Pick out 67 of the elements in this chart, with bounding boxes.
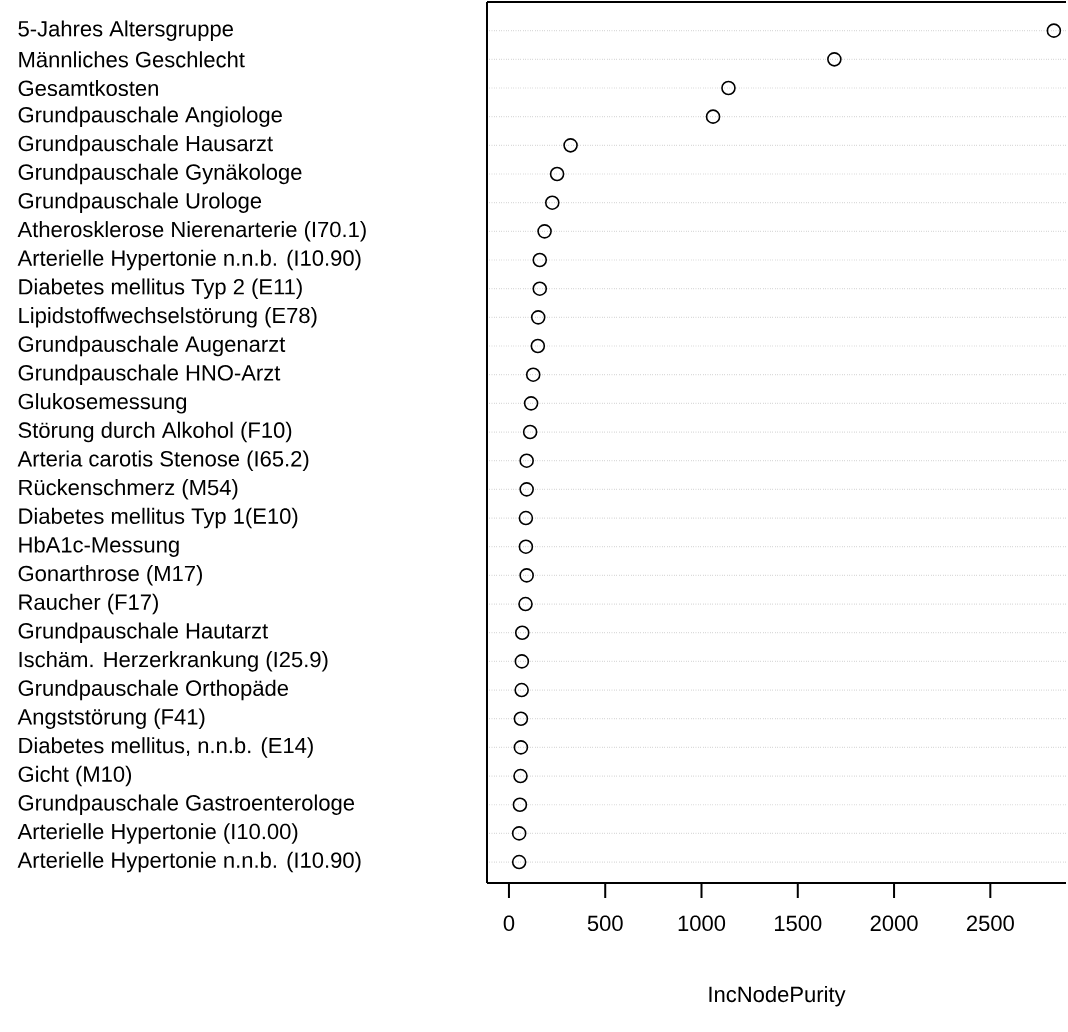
y-tick-label: Grundpauschale Augenarzt <box>18 335 286 357</box>
point <box>532 281 548 296</box>
point <box>512 797 528 813</box>
point <box>827 52 842 67</box>
y-tick-label: Grundpauschale Orthopäde <box>18 679 289 701</box>
point <box>514 682 529 698</box>
point <box>549 166 565 182</box>
point <box>523 396 539 411</box>
point <box>705 109 721 124</box>
y-tick-label: Arterielle Hypertonie (I10.00) <box>17 823 298 844</box>
y-tick-label: HbA1c-Messung <box>19 536 179 557</box>
point <box>514 625 530 641</box>
point <box>1046 23 1062 38</box>
y-tick-label: Grundpauschale Angiologe <box>18 106 282 127</box>
y-tick-label: Diabetes mellitus Typ 1(E10) <box>19 507 298 529</box>
y-tick-label: Gicht (M10) <box>18 765 132 787</box>
y-tick-label: Gesamtkosten <box>18 79 158 97</box>
y-tick-label: Diabetes mellitus, n.n.b. (E14) <box>19 737 313 758</box>
point <box>514 654 530 669</box>
point <box>513 768 528 784</box>
y-tick-label: Diabetes mellitus Typ 2 (E11) <box>19 278 302 299</box>
y-tick-label: Rückenschmerz (M54) <box>19 479 238 500</box>
point <box>518 510 534 526</box>
y-tick-label: Grundpauschale HNO-Arzt <box>18 364 281 385</box>
point <box>519 568 534 583</box>
y-tick-label: 5-Jahres Altersgruppe <box>18 20 233 41</box>
y-tick-label: Glukosemessung <box>18 393 187 414</box>
point <box>544 195 560 210</box>
x-tick-label: 0 <box>503 915 515 932</box>
y-tick-label: Grundpauschale Hautarzt <box>18 622 269 643</box>
y-tick-label: Raucher (F17) <box>19 593 158 615</box>
point <box>513 740 529 755</box>
y-tick-label: Grundpauschale Hausarzt <box>18 135 273 156</box>
point <box>721 80 736 96</box>
y-tick-label: Arterielle Hypertonie n.n.b. (I10.90) <box>17 249 361 271</box>
y-tick-label: Lipidstoffwechselstörung (E78) <box>19 307 317 328</box>
point <box>563 138 578 153</box>
x-tick-label: 500 <box>587 915 623 932</box>
y-tick-label: Grundpauschale Urologe <box>18 192 262 213</box>
point <box>518 539 534 555</box>
y-tick-label: Arterielle Hypertonie n.n.b. (I10.90) <box>17 851 361 873</box>
point <box>532 252 548 268</box>
point <box>513 711 529 727</box>
point <box>522 424 538 440</box>
point <box>525 367 541 382</box>
y-tick-label: Ischäm. Herzerkrankung (I25.9) <box>19 651 328 672</box>
point <box>511 854 527 870</box>
y-tick-label: Grundpauschale Gynäkologe <box>18 163 302 185</box>
point <box>519 482 534 497</box>
x-tick-label: 1500 <box>774 915 822 932</box>
y-tick-label: Männliches Geschlecht <box>19 51 245 68</box>
y-tick-label: Grundpauschale Gastroenterologe <box>18 794 355 815</box>
point <box>518 596 533 612</box>
point <box>530 338 546 354</box>
x-axis-title: IncNodePurity <box>709 985 846 1007</box>
y-tick-label: Atherosklerose Nierenarterie (I70.1) <box>17 221 366 242</box>
point <box>511 826 527 841</box>
x-tick-label: 2500 <box>966 915 1014 932</box>
point <box>537 224 552 239</box>
x-tick-label: 2000 <box>870 915 918 932</box>
y-tick-label: Arteria carotis Stenose (I65.2) <box>17 450 309 471</box>
y-tick-label: Störung durch Alkohol (F10) <box>18 421 292 443</box>
x-tick-label: 1000 <box>678 915 726 932</box>
y-tick-label: Angststörung (F41) <box>17 708 205 729</box>
y-tick-label: Gonarthrose (M17) <box>18 565 202 586</box>
point <box>519 453 534 468</box>
point <box>530 310 546 325</box>
